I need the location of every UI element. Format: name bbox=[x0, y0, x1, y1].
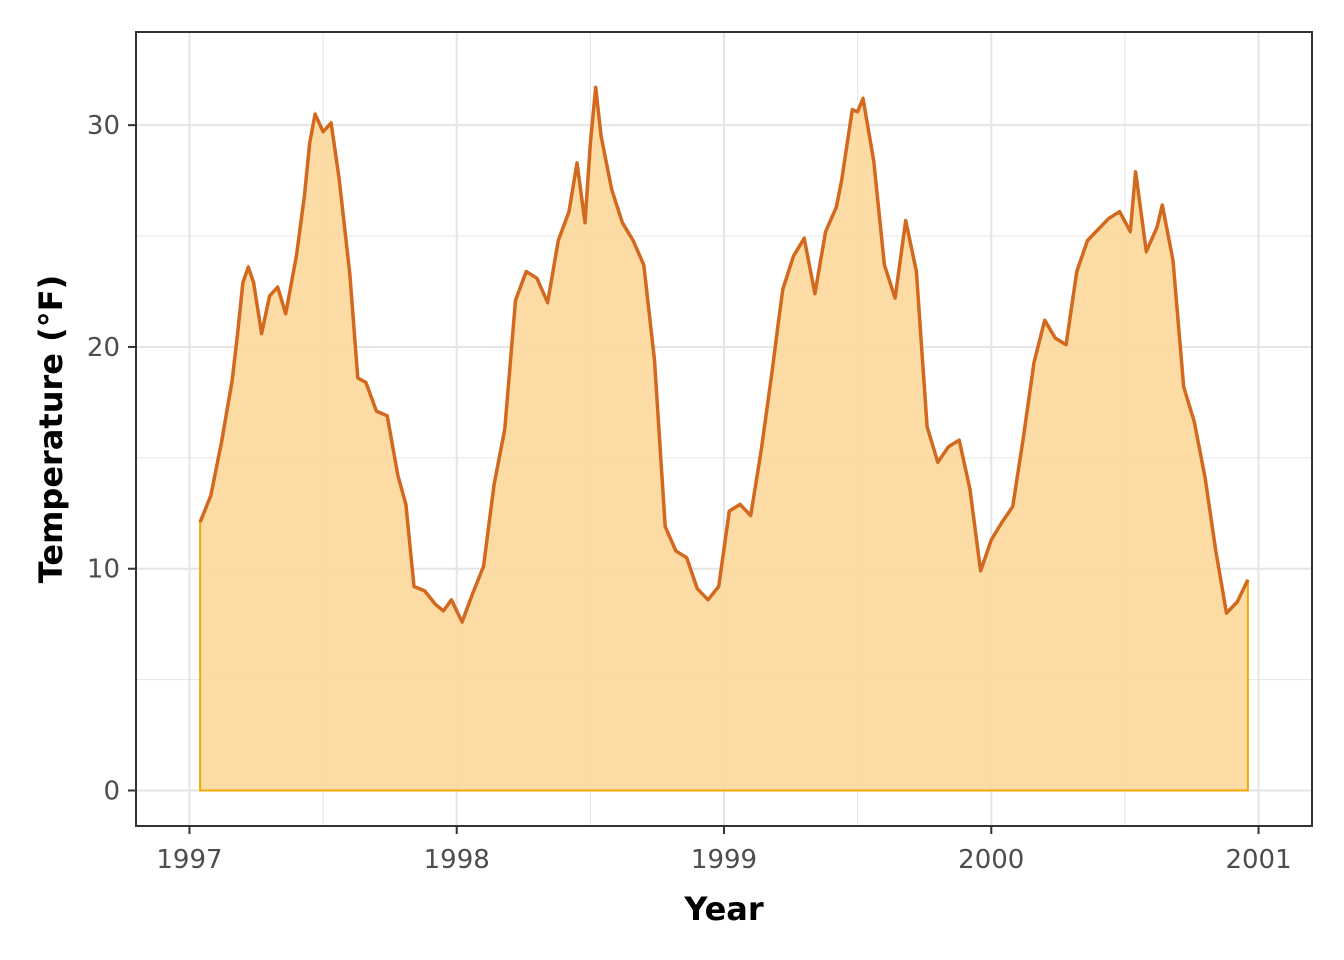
x-tick-label: 2001 bbox=[1225, 845, 1291, 875]
y-tick-label: 10 bbox=[87, 555, 120, 585]
y-tick-label: 30 bbox=[87, 111, 120, 141]
x-tick-label: 1997 bbox=[156, 845, 222, 875]
x-axis: 1997 1998 1999 2000 2001 bbox=[156, 826, 1292, 875]
series-line bbox=[198, 85, 1250, 624]
y-axis: 0 10 20 30 bbox=[87, 111, 136, 807]
y-axis-title: Temperature (°F) bbox=[32, 275, 70, 583]
y-tick-label: 20 bbox=[87, 333, 120, 363]
y-tick-label: 0 bbox=[103, 777, 120, 807]
x-tick-label: 2000 bbox=[958, 845, 1024, 875]
x-axis-title: Year bbox=[683, 890, 764, 928]
x-tick-label: 1998 bbox=[424, 845, 490, 875]
x-tick-label: 1999 bbox=[691, 845, 757, 875]
